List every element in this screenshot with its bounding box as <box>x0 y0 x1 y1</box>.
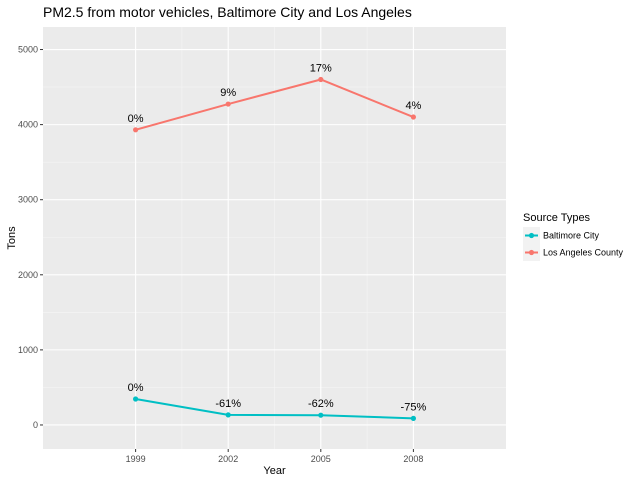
data-label: 0% <box>128 113 144 125</box>
data-label: -61% <box>215 398 241 410</box>
legend-label: Los Angeles County <box>543 248 624 258</box>
data-point <box>133 127 139 133</box>
data-label: 17% <box>310 62 332 74</box>
x-axis-title: Year <box>263 465 286 477</box>
data-label: 0% <box>128 382 144 394</box>
y-tick-label: 0 <box>33 420 38 430</box>
legend-label: Baltimore City <box>543 231 600 241</box>
y-tick-label: 5000 <box>18 45 38 55</box>
data-point <box>225 101 231 107</box>
data-label: -75% <box>401 401 427 413</box>
chart-title: PM2.5 from motor vehicles, Baltimore Cit… <box>43 4 412 20</box>
x-tick-label: 2008 <box>403 454 423 464</box>
x-axis: 1999 2002 2005 2008 <box>126 449 423 464</box>
legend: Source Types Baltimore City Los Angeles C… <box>523 212 624 261</box>
legend-key-point <box>528 249 535 256</box>
data-point <box>410 415 416 421</box>
y-axis: 0 1000 2000 3000 4000 5000 <box>18 45 43 430</box>
x-tick-label: 2002 <box>218 454 238 464</box>
legend-title: Source Types <box>523 212 591 224</box>
data-label: 4% <box>405 100 421 112</box>
data-label: 9% <box>220 87 236 99</box>
x-tick-label: 2005 <box>311 454 331 464</box>
data-point <box>318 76 324 83</box>
y-axis-title: Tons <box>6 226 18 250</box>
data-point <box>133 396 139 402</box>
series-layer: 0% -61% -62% -75% 0% 9% 17% 4% <box>128 62 427 421</box>
x-tick-label: 1999 <box>126 454 146 464</box>
y-tick-label: 3000 <box>18 195 38 205</box>
data-point <box>318 412 324 418</box>
series-line <box>135 78 414 131</box>
y-tick-label: 4000 <box>18 120 38 130</box>
series-line <box>135 398 414 420</box>
data-label: -62% <box>308 398 334 410</box>
data-point <box>410 114 416 120</box>
data-point <box>225 412 231 418</box>
y-tick-label: 1000 <box>18 345 38 355</box>
legend-key-point <box>528 232 535 239</box>
grid-major <box>43 27 506 449</box>
y-tick-label: 2000 <box>18 270 38 280</box>
